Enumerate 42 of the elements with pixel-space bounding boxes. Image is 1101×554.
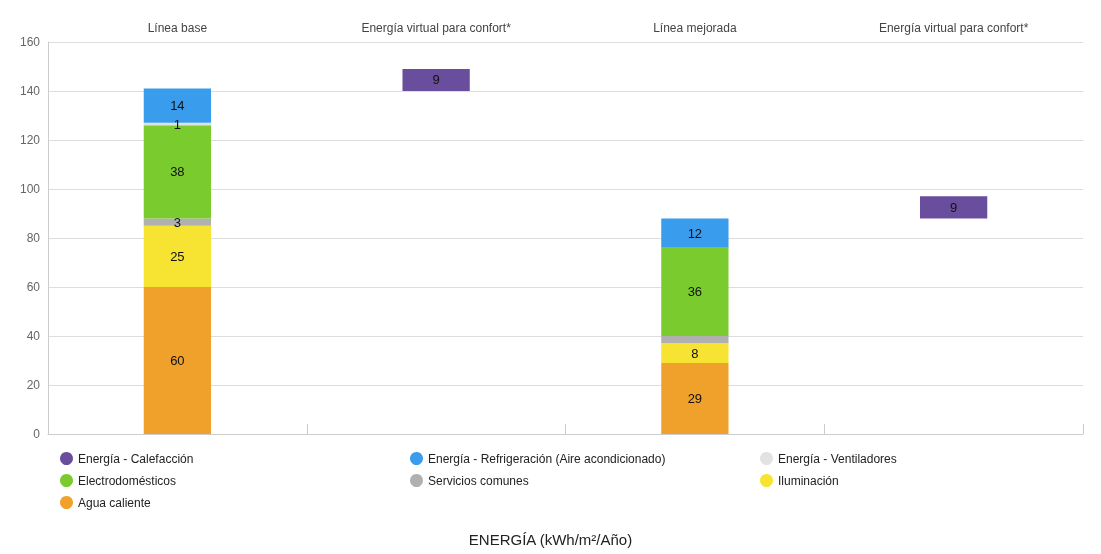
bar <box>402 68 470 91</box>
data-label: 12 <box>687 225 703 241</box>
data-label: 38 <box>170 164 185 180</box>
y-tick-label: 80 <box>26 231 41 245</box>
text: ENERGÍA (kWh/m²/Año) <box>468 531 633 548</box>
bar <box>143 218 212 226</box>
x-tick-label: Energía virtual para confort* <box>878 21 1029 35</box>
data-label: 60 <box>170 353 185 368</box>
y-tick-label: 40 <box>26 329 41 343</box>
legend-label: Energía - Ventiladores <box>778 451 897 466</box>
bar <box>661 343 729 363</box>
y-tick-label: 0 <box>33 427 41 441</box>
data-label: 3 <box>173 214 181 230</box>
y-tick-label: 140 <box>19 84 41 98</box>
legend-label: Energía - Calefacción <box>78 451 194 466</box>
legend-label: Electrodomésticos <box>78 473 177 488</box>
data-label: 9 <box>950 199 958 215</box>
bar <box>919 196 988 219</box>
y-tick-label: 120 <box>19 133 41 147</box>
y-tick-label: 60 <box>26 280 41 294</box>
data-label: 36 <box>687 284 703 300</box>
data-label: 9 <box>432 72 440 88</box>
data-label: 14 <box>170 98 185 114</box>
legend-label: Agua caliente <box>78 495 152 510</box>
bar <box>661 336 729 344</box>
data-label: 25 <box>170 248 185 264</box>
bar <box>143 225 212 287</box>
legend-label: Iluminación <box>778 473 839 488</box>
bar <box>661 362 729 434</box>
bar <box>661 247 729 336</box>
data-label: 8 <box>691 345 699 361</box>
legend-label: Energía - Refrigeración (Aire acondicionado) <box>428 451 666 466</box>
x-tick-label: Energía virtual para confort* <box>361 21 512 35</box>
y-tick-label: 100 <box>19 182 41 196</box>
x-tick-label: Línea base <box>147 21 208 35</box>
legend-label: Servicios comunes <box>428 473 529 488</box>
data-label: 29 <box>687 390 703 406</box>
bar <box>143 287 212 434</box>
x-tick-label: Línea mejorada <box>653 21 737 35</box>
bar <box>661 218 729 248</box>
y-tick-label: 160 <box>19 35 41 49</box>
y-tick-label: 20 <box>26 378 41 392</box>
